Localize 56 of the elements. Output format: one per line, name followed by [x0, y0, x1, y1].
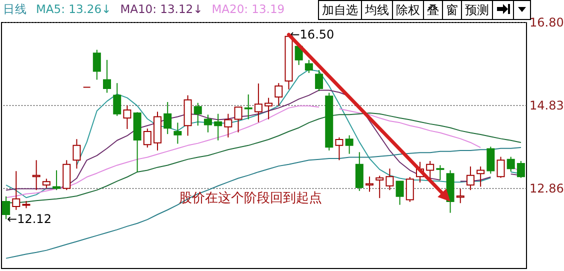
candlestick: [164, 102, 172, 135]
candlestick: [214, 113, 222, 141]
candlestick: [406, 176, 414, 202]
candlestick: [476, 166, 485, 188]
candlestick: [436, 164, 444, 180]
candlestick: [376, 175, 384, 199]
candlestick: [264, 97, 273, 120]
candlestick: [456, 188, 464, 204]
text: 加自选: [318, 0, 362, 20]
candlestick: [386, 168, 394, 191]
text: 除权: [392, 0, 424, 20]
candlestick: [194, 102, 202, 126]
candlestick: [234, 106, 242, 133]
candlestick: [32, 160, 40, 191]
candlestick: [506, 156, 515, 172]
candlestick: [244, 94, 252, 120]
candlestick: [143, 128, 152, 148]
candlestick: [315, 70, 324, 92]
candlestick: [335, 136, 344, 161]
text: MA20: 13.19: [212, 2, 285, 16]
candlestick: [466, 166, 474, 191]
candlestick: [304, 59, 313, 74]
annotation: ←12.12: [7, 212, 52, 226]
candlestick: [204, 114, 212, 133]
candlestick: [52, 170, 61, 191]
candlestick: [12, 170, 20, 210]
candlestick: [224, 113, 232, 138]
text: 预测: [461, 0, 493, 20]
chart-title: 日线: [3, 2, 27, 16]
y-tick-label: 16.80: [530, 16, 564, 30]
candlestick: [486, 146, 495, 174]
text: 叠: [423, 0, 443, 20]
candlestick: [174, 122, 182, 144]
candlestick: [254, 83, 262, 123]
candlestick: [113, 82, 122, 116]
candlestick: [274, 82, 283, 106]
line-series: [6, 147, 522, 259]
text: 均线: [361, 0, 393, 20]
text: MA10: 13.12↓: [120, 2, 203, 16]
text: 窗: [442, 0, 462, 20]
text: MA5: 13.26↓: [36, 2, 112, 16]
candlestick: [396, 180, 404, 206]
candlestick: [103, 59, 112, 94]
candlestick: [123, 104, 132, 130]
annotation: ←16.50: [290, 28, 334, 42]
candlestick: [366, 176, 374, 192]
candlestick: [355, 152, 364, 192]
candlestick: [42, 178, 50, 188]
candlestick: [426, 160, 434, 180]
candlestick: [72, 138, 81, 170]
candlestick: [516, 160, 525, 178]
y-tick-label: 14.83: [530, 98, 564, 112]
candlestick: [345, 134, 354, 154]
candlestick: [496, 156, 505, 178]
y-tick-label: 12.86: [530, 181, 564, 196]
candlestick: [92, 49, 101, 80]
